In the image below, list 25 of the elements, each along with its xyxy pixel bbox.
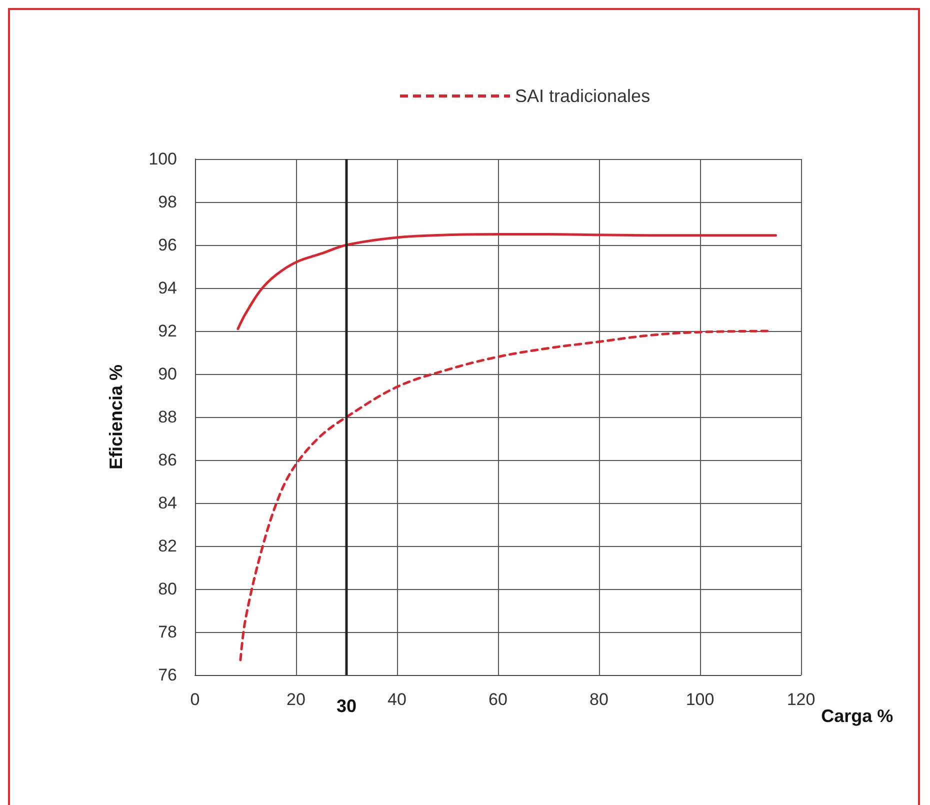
y-tick-label: 92 — [158, 322, 177, 340]
x-tick-label: 0 — [190, 690, 200, 709]
x-tick-label: 40 — [388, 690, 406, 709]
y-tick-label: 82 — [158, 536, 177, 556]
y-tick-label: 96 — [158, 236, 177, 254]
y-axis-title: Eficiencia % — [106, 364, 126, 470]
x-tick-label: 80 — [590, 690, 608, 709]
y-tick-label: 76 — [158, 666, 177, 684]
x-axis-title: Carga % — [821, 706, 894, 726]
x-tick-label: 120 — [786, 690, 816, 709]
y-tick-label: 84 — [158, 494, 177, 512]
y-tick-label: 78 — [158, 622, 177, 642]
y-tick-label: 88 — [158, 408, 177, 426]
y-tick-label: 86 — [158, 450, 177, 470]
y-tick-label: 94 — [158, 278, 177, 298]
x-tick-label: 20 — [286, 690, 306, 709]
ref-line-label: 30 — [336, 696, 357, 716]
legend-label: SAI tradicionales — [515, 86, 650, 106]
y-tick-label: 90 — [158, 364, 177, 384]
line-series — [236, 233, 777, 330]
y-tick-label: 98 — [158, 192, 177, 212]
y-tick-label: 80 — [158, 580, 177, 598]
x-tick-label: 100 — [686, 690, 714, 709]
y-tick-label: 100 — [148, 150, 177, 168]
x-tick-label: 60 — [488, 690, 508, 709]
